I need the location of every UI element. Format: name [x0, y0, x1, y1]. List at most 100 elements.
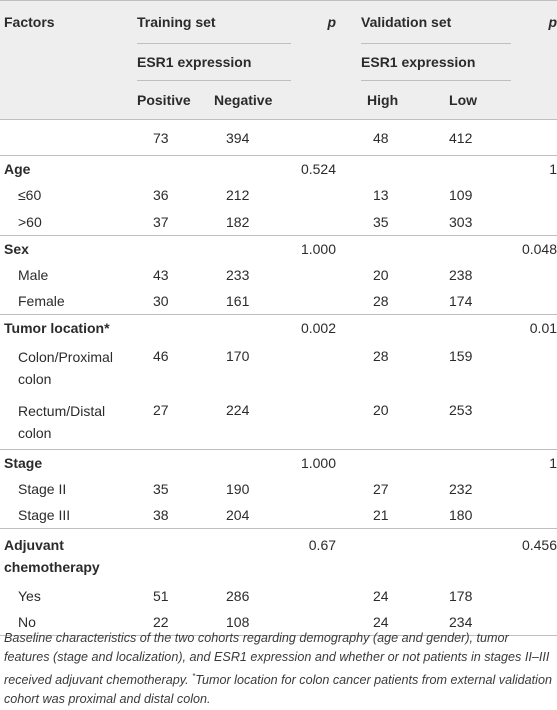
- empty: [137, 156, 204, 183]
- total-positive: 73: [153, 129, 169, 146]
- empty: [511, 502, 557, 529]
- table-row: Male 43 233 20 238: [0, 262, 557, 289]
- positive-count: 38: [153, 507, 169, 523]
- empty: [431, 156, 511, 183]
- low-count: 109: [449, 187, 473, 204]
- empty: [204, 235, 291, 262]
- empty: [291, 395, 336, 449]
- p-value-validation: 0.456: [521, 537, 557, 553]
- p-value-validation: 1: [549, 161, 557, 177]
- group-label: Adjuvant chemotherapy: [4, 536, 100, 575]
- esr1-expression-training: ESR1 expression: [137, 43, 292, 81]
- negative-count: 224: [226, 402, 250, 418]
- total-low: 412: [449, 129, 473, 146]
- empty: [204, 315, 291, 342]
- p-value-training: 0.67: [308, 537, 337, 553]
- baseline-characteristics-table: Factors Training set p Validation set p …: [0, 0, 557, 636]
- low-count: 232: [449, 480, 473, 497]
- empty: [361, 449, 431, 476]
- total-high: 48: [373, 129, 389, 146]
- low-header: Low: [431, 80, 512, 120]
- empty: [137, 315, 204, 342]
- group-label: Stage: [4, 454, 43, 471]
- high-count: 28: [373, 293, 389, 309]
- low-count: 238: [449, 266, 473, 283]
- empty: [204, 156, 291, 183]
- empty: [336, 182, 361, 209]
- header-row-1: Factors Training set p Validation set p: [0, 0, 557, 44]
- group-label: Tumor location*: [4, 320, 110, 336]
- p-value-validation: 0.048: [521, 240, 557, 257]
- low-count: 178: [449, 587, 473, 604]
- table-footnote: Baseline characteristics of the two coho…: [4, 631, 552, 707]
- training-set-header: Training set: [137, 0, 292, 44]
- empty: [511, 288, 557, 315]
- p-value-training: 1.000: [300, 240, 337, 257]
- high-count: 21: [373, 507, 389, 523]
- row-label: Female: [18, 293, 65, 309]
- empty: [431, 529, 511, 583]
- row-label: ≤60: [18, 187, 42, 204]
- empty: [204, 449, 291, 476]
- group-label: Age: [4, 161, 31, 177]
- high-count: 24: [373, 587, 389, 604]
- p-value-training: 1.000: [300, 454, 337, 471]
- low-count: 159: [449, 348, 473, 364]
- p-header-validation: p: [511, 0, 557, 44]
- empty: [361, 156, 431, 183]
- row-label: Stage II: [18, 480, 67, 497]
- empty: [137, 449, 204, 476]
- high-count: 13: [373, 187, 389, 204]
- positive-count: 30: [153, 293, 169, 309]
- empty: [511, 395, 557, 449]
- empty: [291, 209, 336, 236]
- negative-count: 204: [226, 507, 250, 523]
- header-row-3: Positive Negative High Low: [0, 80, 557, 120]
- negative-header: Negative: [204, 80, 292, 120]
- low-count: 253: [449, 402, 473, 418]
- empty: [336, 235, 361, 262]
- empty: [291, 502, 336, 529]
- high-count: 20: [373, 402, 389, 418]
- empty: [511, 476, 557, 503]
- high-count: 20: [373, 266, 389, 283]
- empty: [511, 341, 557, 395]
- empty: [336, 449, 361, 476]
- positive-count: 36: [153, 187, 169, 204]
- negative-count: 170: [226, 348, 250, 364]
- empty: [336, 502, 361, 529]
- empty: [291, 341, 336, 395]
- empty: [511, 182, 557, 209]
- row-label: No: [18, 614, 36, 630]
- esr1-expression-validation: ESR1 expression: [361, 43, 512, 81]
- empty: [137, 235, 204, 262]
- negative-count: 108: [226, 614, 250, 630]
- empty: [336, 341, 361, 395]
- table-row: No 22 108 24 234: [0, 609, 557, 636]
- negative-count: 182: [226, 213, 250, 230]
- positive-count: 43: [153, 266, 169, 283]
- empty: [336, 395, 361, 449]
- table-row: Colon/Proximal colon 46 170 28 159: [0, 341, 557, 395]
- row-label: Stage III: [18, 507, 71, 523]
- factors-header: Factors: [0, 0, 137, 44]
- total-negative: 394: [226, 129, 250, 146]
- table-row: Stage III 38 204 21 180: [0, 502, 557, 529]
- empty: [336, 583, 361, 610]
- positive-count: 22: [153, 614, 169, 630]
- empty: [511, 262, 557, 289]
- group-row: Age 0.524 1: [0, 155, 557, 183]
- row-label: Male: [18, 266, 49, 283]
- high-count: 24: [373, 614, 389, 630]
- group-row: Sex 1.000 0.048: [0, 235, 557, 262]
- low-count: 180: [449, 507, 473, 523]
- low-count: 174: [449, 293, 473, 309]
- negative-count: 161: [226, 293, 250, 309]
- empty: [137, 529, 204, 583]
- p-header-training: p: [291, 0, 337, 44]
- empty: [291, 182, 336, 209]
- row-label: >60: [18, 213, 42, 230]
- empty: [291, 583, 336, 610]
- empty: [361, 315, 431, 342]
- positive-count: 27: [153, 402, 169, 418]
